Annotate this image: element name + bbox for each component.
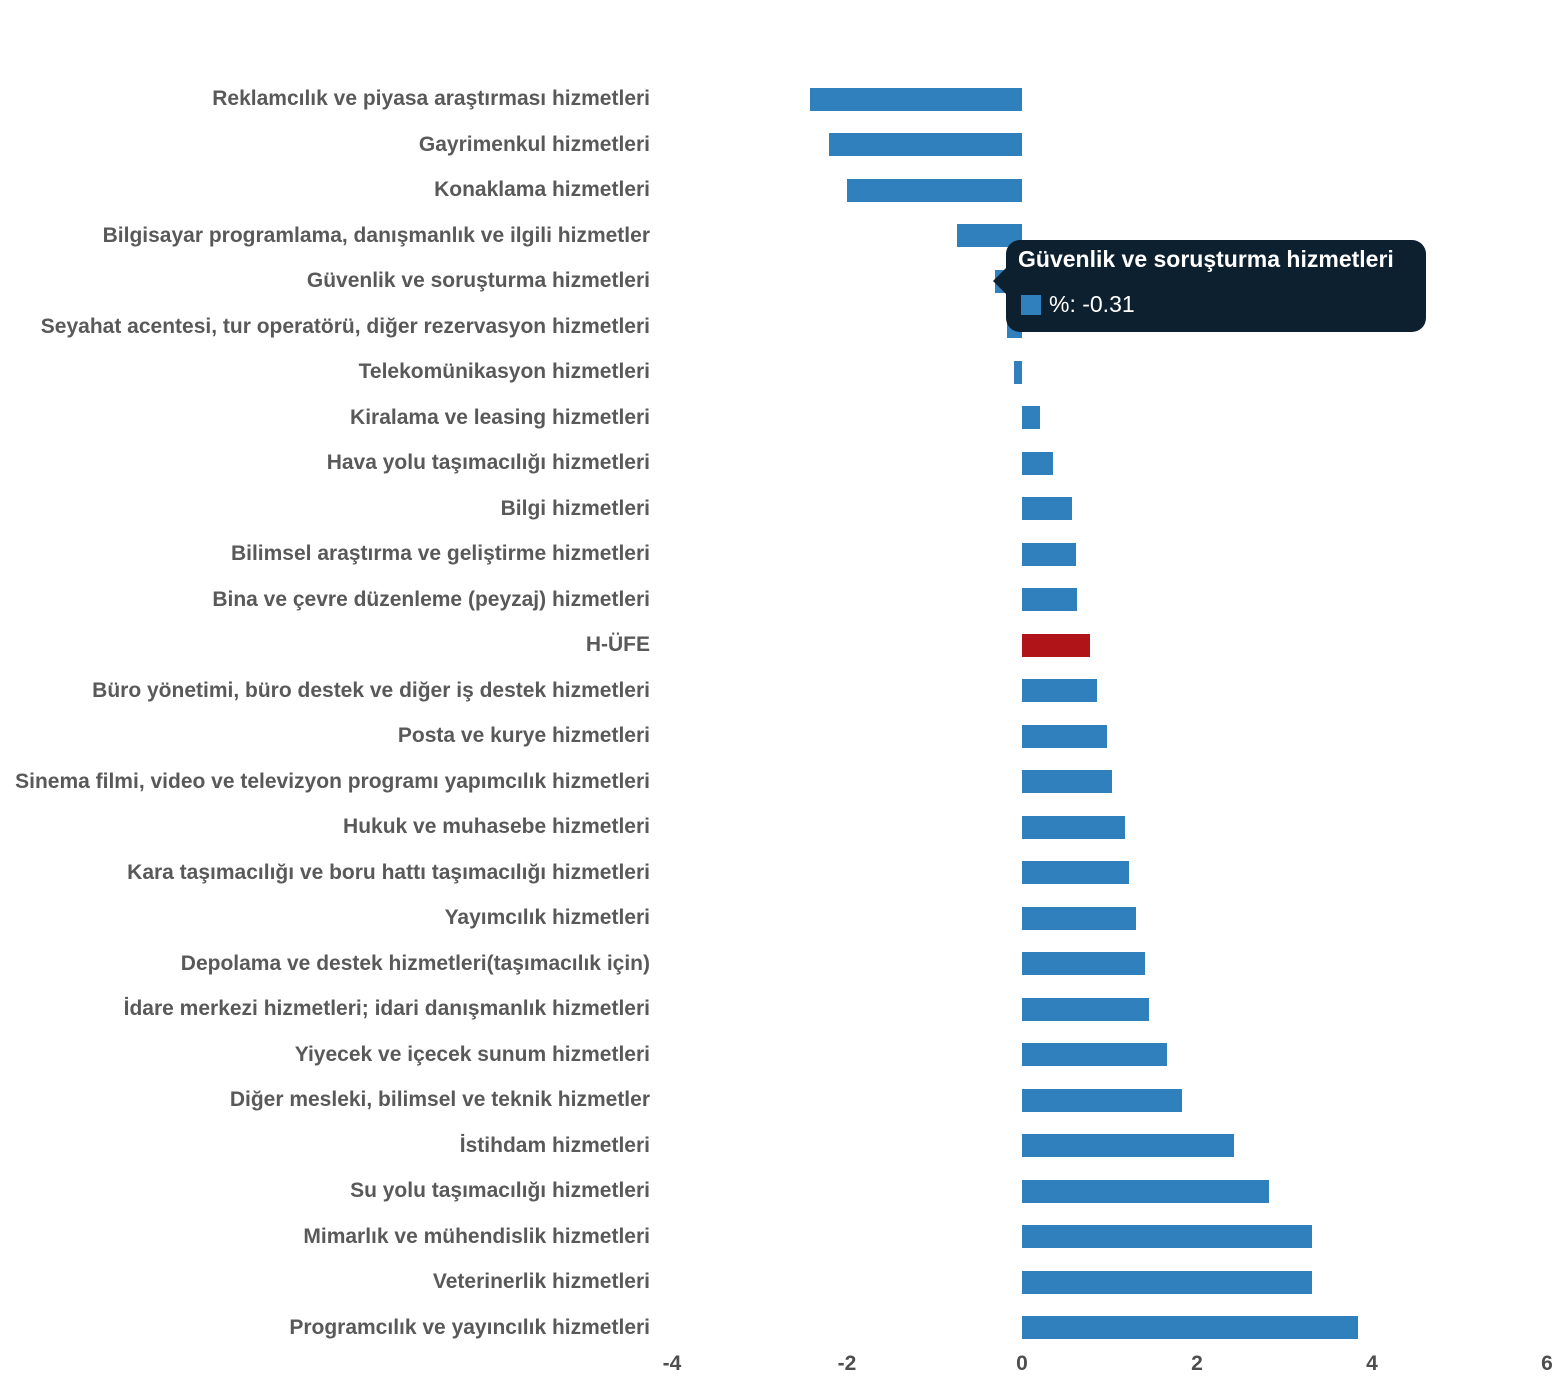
bar[interactable] (810, 88, 1022, 111)
tooltip-arrow-icon (993, 267, 1007, 295)
bar[interactable] (1022, 452, 1053, 475)
bar[interactable] (1022, 1134, 1234, 1157)
category-label: Sinema filmi, video ve televizyon progra… (15, 770, 650, 793)
bar[interactable] (1022, 406, 1040, 429)
bar[interactable] (1022, 907, 1136, 930)
tooltip: Güvenlik ve soruşturma hizmetleri %: -0.… (993, 240, 1426, 332)
category-label: Güvenlik ve soruşturma hizmetleri (306, 269, 650, 292)
category-label: H-ÜFE (585, 633, 650, 656)
category-label: Büro yönetimi, büro destek ve diğer iş d… (92, 679, 650, 702)
category-label: Bilgisayar programlama, danışmanlık ve i… (102, 224, 650, 247)
category-label: Veterinerlik hizmetleri (432, 1270, 650, 1293)
tooltip-value: %: -0.31 (1049, 291, 1135, 317)
bar[interactable] (1022, 679, 1097, 702)
bar[interactable] (1022, 588, 1077, 611)
bar[interactable] (1022, 1043, 1167, 1066)
bar[interactable] (829, 133, 1022, 156)
category-label: Kiralama ve leasing hizmetleri (350, 406, 650, 429)
bar[interactable] (1022, 1089, 1182, 1112)
category-label: Hava yolu taşımacılığı hizmetleri (326, 451, 650, 474)
category-label: Su yolu taşımacılığı hizmetleri (350, 1179, 650, 1202)
bar[interactable] (1022, 816, 1125, 839)
category-label: Telekomünikasyon hizmetleri (358, 360, 650, 383)
category-label: Bilimsel araştırma ve geliştirme hizmetl… (230, 542, 650, 565)
bar[interactable] (1022, 998, 1149, 1021)
x-tick-label: 2 (1191, 1352, 1203, 1375)
tooltip-title: Güvenlik ve soruşturma hizmetleri (1018, 246, 1394, 272)
category-label: Posta ve kurye hizmetleri (397, 724, 650, 747)
category-label: Mimarlık ve mühendislik hizmetleri (303, 1225, 650, 1248)
bar[interactable] (1022, 770, 1112, 793)
bar[interactable] (1022, 725, 1107, 748)
category-label: Programcılık ve yayıncılık hizmetleri (289, 1316, 650, 1339)
bar[interactable] (1022, 1271, 1312, 1294)
category-label: Depolama ve destek hizmetleri(taşımacılı… (180, 952, 650, 975)
bar[interactable] (1022, 1225, 1312, 1248)
category-label: Seyahat acentesi, tur operatörü, diğer r… (40, 315, 650, 338)
bar[interactable] (1022, 861, 1129, 884)
x-tick-label: 6 (1541, 1352, 1553, 1375)
category-label: Yayımcılık hizmetleri (444, 906, 650, 929)
category-label: Diğer mesleki, bilimsel ve teknik hizmet… (229, 1088, 650, 1111)
category-label: Konaklama hizmetleri (434, 178, 650, 201)
x-tick-label: 4 (1366, 1352, 1378, 1375)
bar[interactable] (1022, 952, 1145, 975)
bar[interactable] (1022, 543, 1076, 566)
category-label: Yiyecek ve içecek sunum hizmetleri (294, 1043, 650, 1066)
x-tick-label: 0 (1016, 1352, 1028, 1375)
category-label: Bilgi hizmetleri (500, 497, 650, 520)
category-label: Kara taşımacılığı ve boru hattı taşımacı… (127, 861, 650, 884)
bar[interactable] (1022, 1316, 1358, 1339)
category-label: Bina ve çevre düzenleme (peyzaj) hizmetl… (212, 588, 650, 611)
bar-highlight[interactable] (1022, 634, 1090, 657)
bar[interactable] (1014, 361, 1022, 384)
category-label: Gayrimenkul hizmetleri (418, 133, 650, 156)
bar[interactable] (847, 179, 1022, 202)
category-label: İstihdam hizmetleri (459, 1134, 650, 1157)
category-label: Hukuk ve muhasebe hizmetleri (343, 815, 650, 838)
bar[interactable] (1022, 1180, 1269, 1203)
category-label: Reklamcılık ve piyasa araştırması hizmet… (212, 87, 650, 110)
tooltip-series-marker (1021, 294, 1041, 315)
tooltip-value-row: %: -0.31 (1021, 291, 1135, 317)
bar[interactable] (957, 224, 1022, 247)
category-label: İdare merkezi hizmetleri; idari danışman… (123, 997, 650, 1020)
x-tick-label: -2 (837, 1352, 857, 1375)
bar[interactable] (1022, 497, 1072, 520)
x-tick-label: -4 (662, 1352, 682, 1375)
